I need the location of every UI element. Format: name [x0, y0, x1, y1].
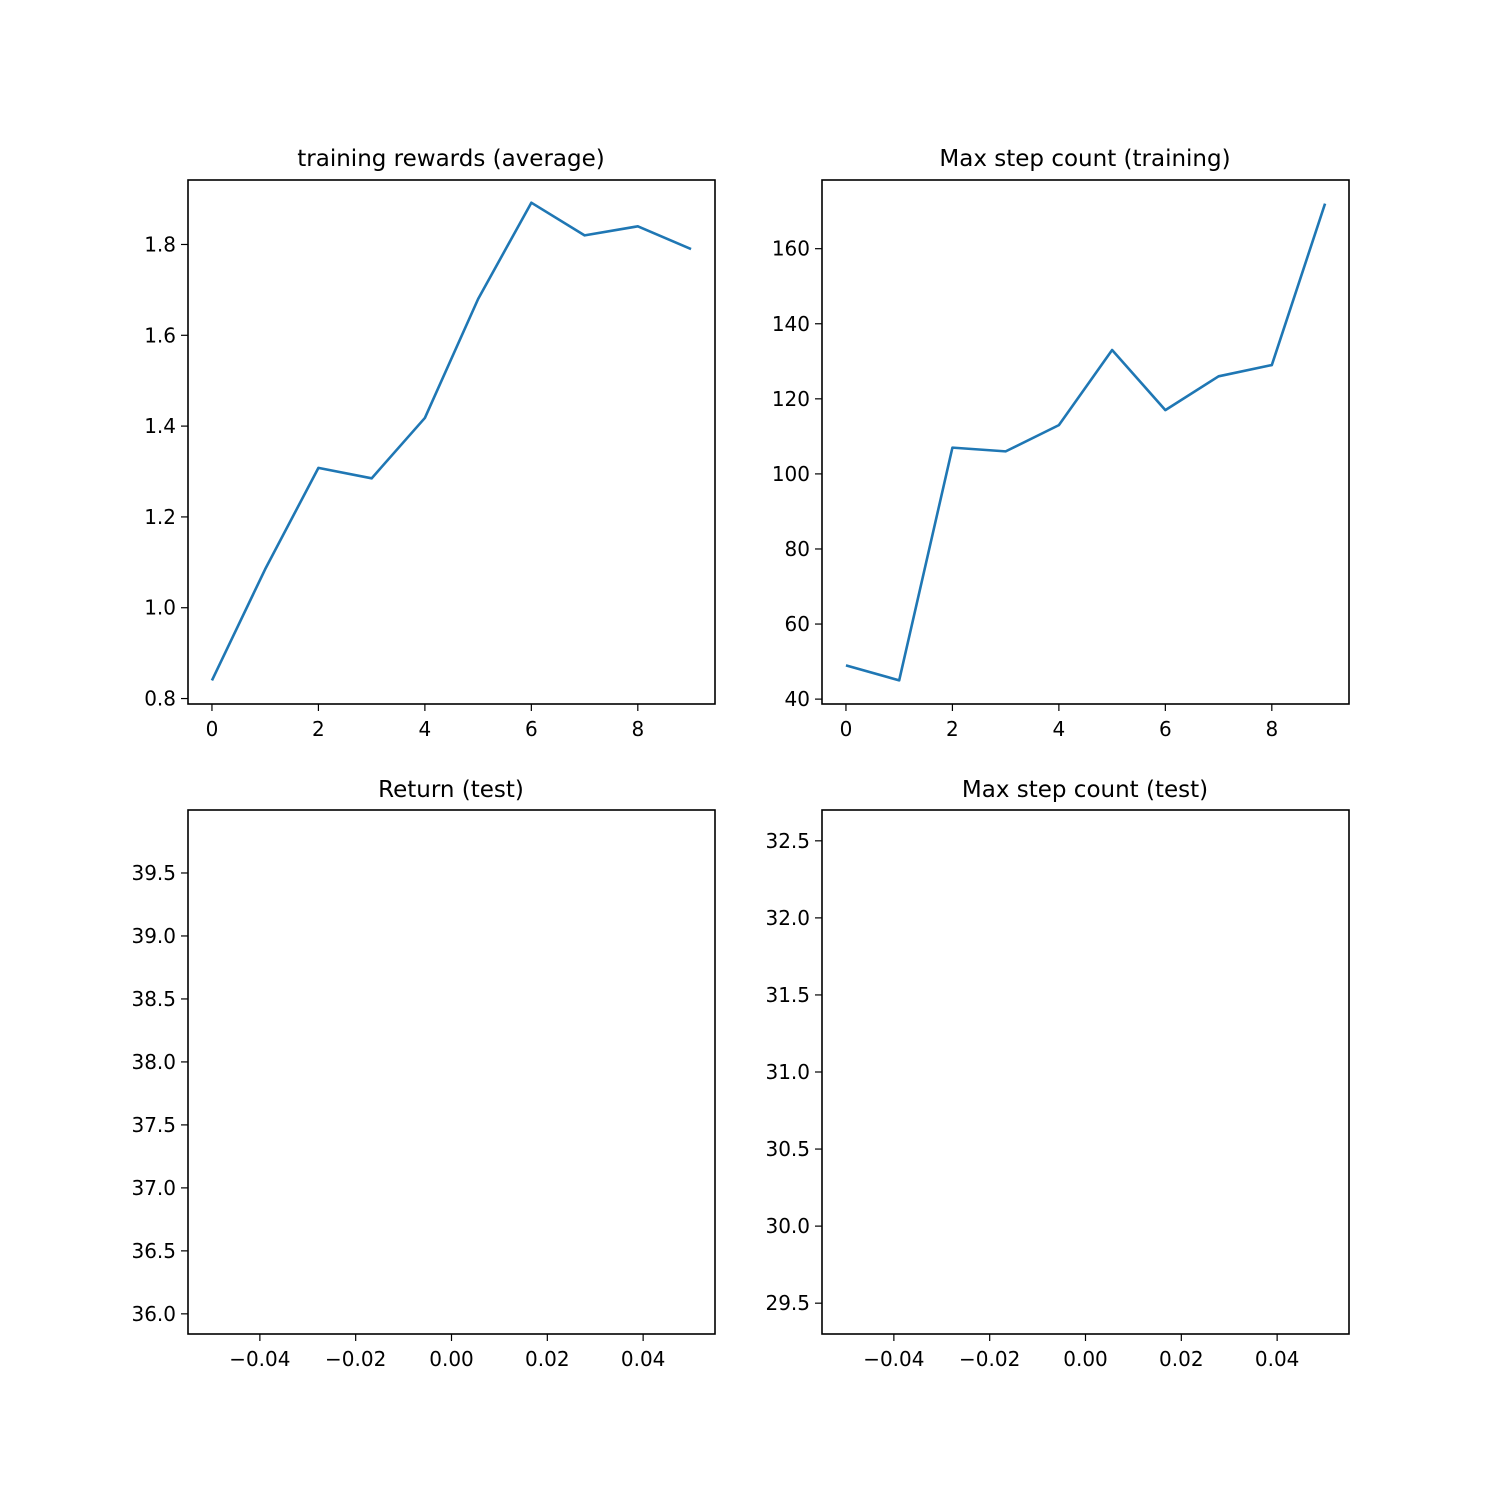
y-tick-label: 1.8	[144, 232, 176, 256]
x-tick-label: 0.02	[1159, 1347, 1204, 1371]
x-tick-label: 4	[1053, 717, 1066, 741]
subplot-title: Max step count (training)	[939, 146, 1230, 172]
y-tick-label: 31.0	[765, 1060, 810, 1084]
x-tick-label: 6	[1159, 717, 1172, 741]
subplot-max-step-training: Max step count (training) 0 2 4 6 8 40 60 80 100…	[772, 146, 1350, 741]
y-tick-label: 38.5	[131, 987, 176, 1011]
y-tick-label: 160	[772, 237, 810, 261]
y-tick-label: 1.6	[144, 323, 176, 347]
subplot-max-step-test: Max step count (test) −0.04 −0.02 0.00 0.02…	[765, 777, 1350, 1371]
y-tick-label: 37.0	[131, 1176, 176, 1200]
y-tick-label: 38.0	[131, 1050, 176, 1074]
x-tick-label: 6	[525, 717, 538, 741]
x-tick-label: 0.00	[429, 1347, 474, 1371]
x-tick-label: 0.00	[1063, 1347, 1108, 1371]
x-tick-label: 2	[946, 717, 959, 741]
y-tick-label: 1.2	[144, 505, 176, 529]
subplot-training-rewards: training rewards (average) 0 2 4 6 8 0.8 1.0 1.…	[144, 146, 716, 741]
y-tick-label: 32.5	[765, 829, 810, 853]
y-tick-label: 37.5	[131, 1113, 176, 1137]
y-tick-label: 40	[785, 687, 810, 711]
y-tick-label: 32.0	[765, 906, 810, 930]
x-tick-label: 8	[631, 717, 644, 741]
y-tick-label: 140	[772, 312, 810, 336]
plot-area: 0 2 4 6 8 0.8 1.0 1.2 1.4 1.6 1.8	[144, 179, 716, 741]
y-tick-label: 39.0	[131, 924, 176, 948]
y-tick-label: 30.0	[765, 1214, 810, 1238]
x-tick-label: −0.02	[959, 1347, 1020, 1371]
x-tick-label: −0.02	[325, 1347, 386, 1371]
series-line	[210, 201, 692, 681]
y-tick-label: 120	[772, 387, 810, 411]
x-tick-label: 0.02	[525, 1347, 570, 1371]
y-tick-label: 39.5	[131, 861, 176, 885]
x-tick-label: 8	[1265, 717, 1278, 741]
y-tick-label: 36.0	[131, 1302, 176, 1326]
y-tick-label: 29.5	[765, 1291, 810, 1315]
subplot-title: Return (test)	[378, 777, 524, 803]
x-tick-label: −0.04	[863, 1347, 924, 1371]
x-tick-label: 2	[312, 717, 325, 741]
x-tick-label: 0	[206, 717, 219, 741]
x-tick-label: 0	[840, 717, 853, 741]
y-tick-label: 0.8	[144, 687, 176, 711]
x-tick-label: −0.04	[229, 1347, 290, 1371]
plot-area: −0.04 −0.02 0.00 0.02 0.04 36.0 36.5 37.0 37.5 38…	[131, 809, 716, 1371]
subplot-title: Max step count (test)	[962, 777, 1208, 803]
plot-area: −0.04 −0.02 0.00 0.02 0.04 29.5 30.0 30.5 31.0 31…	[765, 809, 1350, 1371]
axes-frame	[187, 179, 716, 705]
series-line	[845, 203, 1327, 682]
x-tick-label: 0.04	[621, 1347, 666, 1371]
axes-frame	[821, 179, 1350, 705]
subplot-return-test: Return (test) −0.04 −0.02 0.00 0.02 0.04 36.0…	[131, 777, 716, 1371]
plot-area: 0 2 4 6 8 40 60 80 100 120 140 160	[772, 179, 1350, 741]
y-tick-label: 100	[772, 462, 810, 486]
y-tick-label: 80	[785, 537, 810, 561]
x-tick-label: 4	[419, 717, 432, 741]
y-tick-label: 60	[785, 612, 810, 636]
y-tick-label: 30.5	[765, 1137, 810, 1161]
x-tick-label: 0.04	[1255, 1347, 1300, 1371]
y-tick-label: 1.0	[144, 596, 176, 620]
y-tick-label: 36.5	[131, 1239, 176, 1263]
subplot-title: training rewards (average)	[297, 146, 604, 172]
y-tick-label: 31.5	[765, 983, 810, 1007]
y-tick-label: 1.4	[144, 414, 176, 438]
